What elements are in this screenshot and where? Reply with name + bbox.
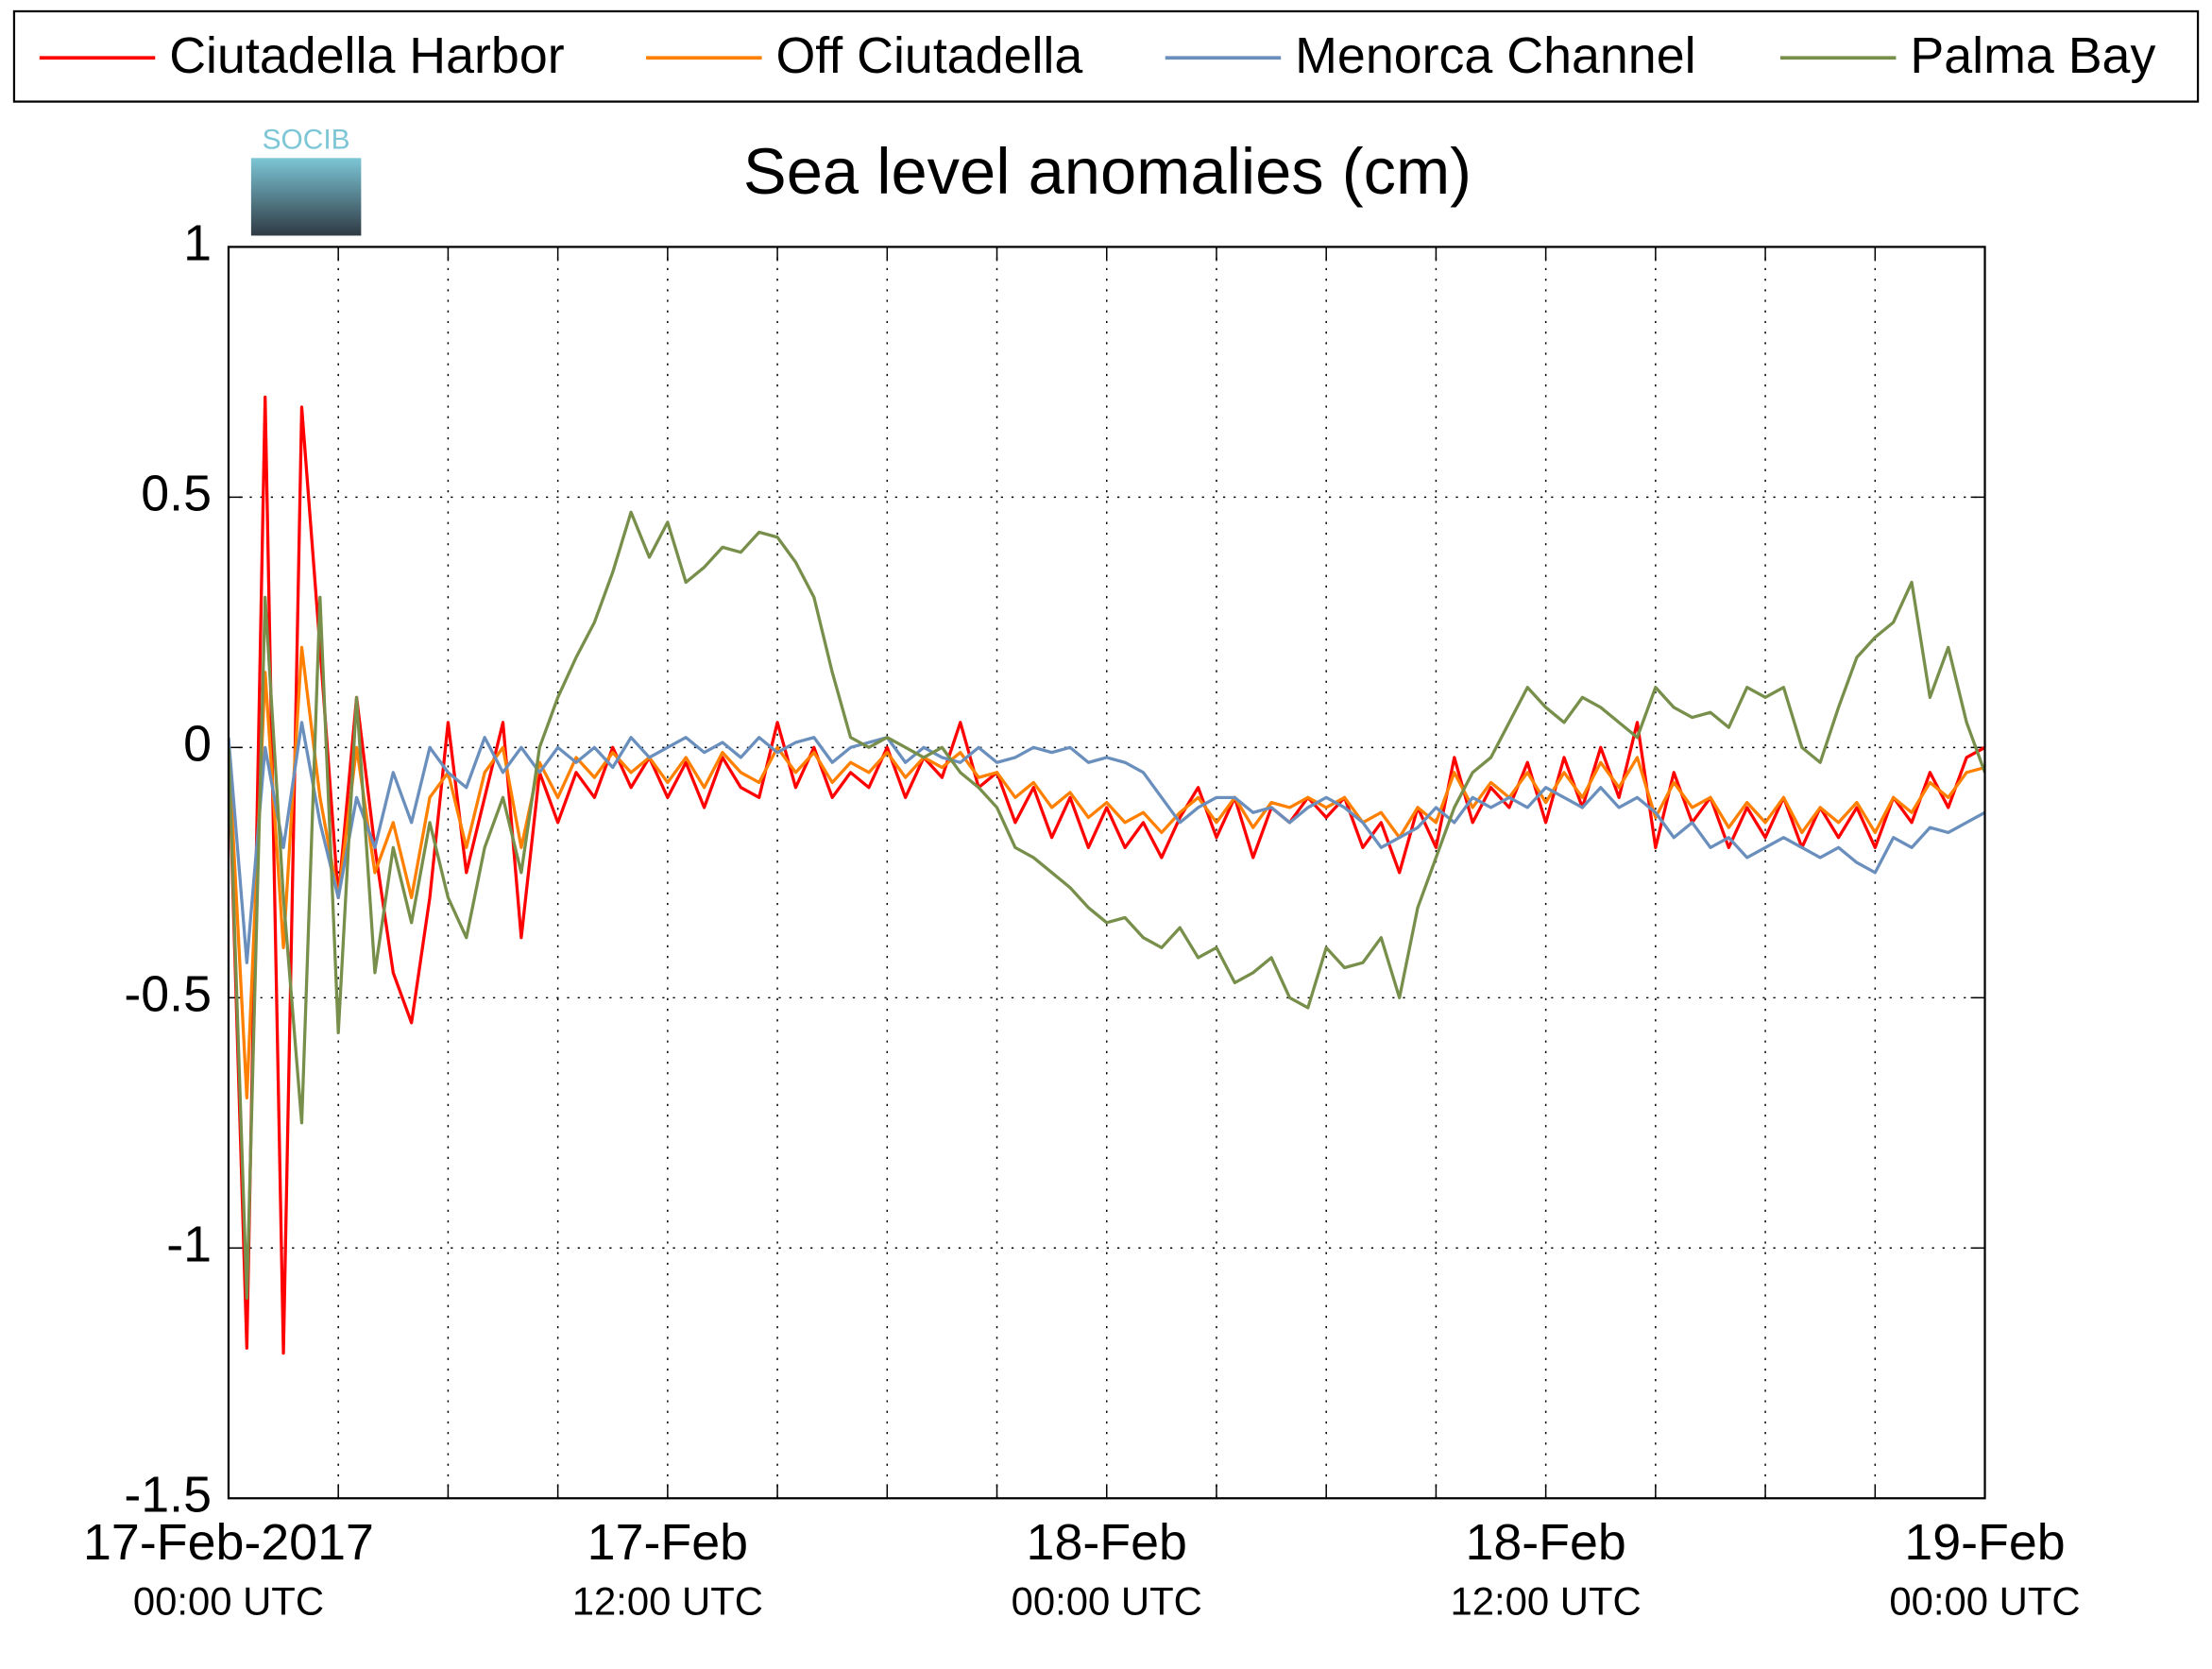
y-tick-label: 0: [183, 716, 212, 773]
legend-label: Menorca Channel: [1295, 27, 1695, 84]
logo-text: SOCIB: [263, 124, 350, 155]
legend-label: Ciutadella Harbor: [169, 27, 564, 84]
series-line: [228, 395, 1985, 1355]
y-tick-label: -1: [166, 1216, 212, 1272]
chart-title: Sea level anomalies (cm): [743, 135, 1472, 208]
x-tick-label: 00:00 UTC: [1012, 1578, 1202, 1623]
series-line: [228, 510, 1985, 1300]
series-line: [228, 721, 1985, 964]
y-tick-label: -1.5: [124, 1466, 212, 1523]
series-line: [228, 645, 1985, 1099]
legend-label: Off Ciutadella: [775, 27, 1082, 84]
x-tick-label: 17-Feb-2017: [83, 1514, 374, 1571]
x-tick-label: 12:00 UTC: [1451, 1578, 1642, 1623]
logo-image: [250, 158, 362, 236]
y-tick-label: -0.5: [124, 966, 212, 1023]
x-tick-label: 18-Feb: [1027, 1514, 1187, 1571]
x-tick-label: 00:00 UTC: [133, 1578, 324, 1623]
plot-frame: [227, 246, 1986, 1500]
x-tick-label: 18-Feb: [1465, 1514, 1625, 1571]
x-tick-label: 00:00 UTC: [1889, 1578, 2080, 1623]
x-tick-label: 17-Feb: [587, 1514, 748, 1571]
y-tick-label: 0.5: [141, 466, 212, 522]
x-tick-label: 12:00 UTC: [572, 1578, 763, 1623]
x-tick-label: 19-Feb: [1904, 1514, 2065, 1571]
legend-label: Palma Bay: [1910, 27, 2155, 84]
y-tick-label: 1: [183, 215, 212, 272]
